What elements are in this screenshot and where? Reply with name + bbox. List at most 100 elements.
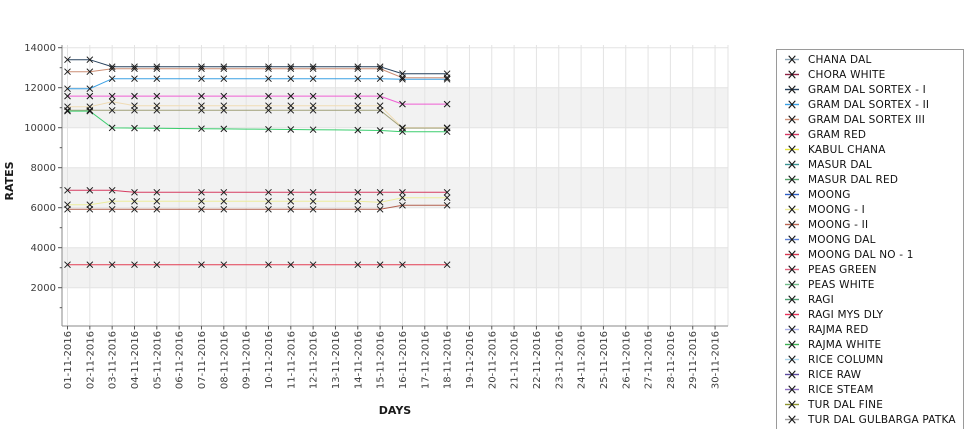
legend-item: GRAM RED	[777, 127, 963, 142]
series-marker-icon	[785, 220, 799, 229]
legend-item-label: MASUR DAL	[808, 158, 872, 171]
legend-item: MASUR DAL RED	[777, 172, 963, 187]
legend-item-label: RICE RAW	[808, 368, 862, 381]
legend-item: GRAM DAL SORTEX - I	[777, 82, 963, 97]
svg-text:30-11-2016: 30-11-2016	[711, 331, 722, 389]
series-lines	[67, 59, 448, 266]
series-marker-icon	[785, 415, 799, 424]
legend-item: CHORA WHITE	[777, 67, 963, 82]
series-line-navy	[67, 59, 448, 75]
legend-item: KABUL CHANA	[777, 142, 963, 157]
svg-text:18-11-2016: 18-11-2016	[443, 331, 454, 389]
svg-text:24-11-2016: 24-11-2016	[577, 331, 588, 389]
legend-item: MOONG DAL	[777, 232, 963, 247]
svg-text:17-11-2016: 17-11-2016	[420, 331, 431, 389]
legend-item: GRAM DAL SORTEX - II	[777, 97, 963, 112]
series-marker-icon	[785, 160, 799, 169]
svg-text:25-11-2016: 25-11-2016	[599, 331, 610, 389]
legend-item-label: PEAS WHITE	[808, 278, 875, 291]
series-marker-icon	[785, 235, 799, 244]
legend-item: MOONG DAL NO - 1	[777, 247, 963, 262]
legend: CHANA DAL CHORA WHITE GRAM DAL SORTEX - I G…	[776, 49, 964, 429]
series-marker-icon	[785, 265, 799, 274]
svg-text:12000: 12000	[24, 83, 56, 94]
series-line-wheat	[67, 101, 448, 129]
legend-item-label: TUR DAL GULBARGA PATKA	[808, 413, 956, 426]
series-marker-icon	[785, 310, 799, 319]
svg-text:2000: 2000	[31, 283, 56, 294]
svg-text:03-11-2016: 03-11-2016	[108, 331, 119, 389]
legend-item-label: MOONG - I	[808, 203, 865, 216]
chart-plot: 2000 4000 6000 8000 10000 12000 14000 01-11-201…	[3, 43, 729, 417]
legend-item: MOONG	[777, 187, 963, 202]
svg-text:12-11-2016: 12-11-2016	[309, 331, 320, 389]
legend-item-label: GRAM RED	[808, 128, 867, 141]
series-marker-icon	[785, 400, 799, 409]
svg-text:14-11-2016: 14-11-2016	[353, 331, 364, 389]
legend-item-label: RAGI MYS DLY	[808, 308, 884, 321]
legend-item: TUR DAL FINE	[777, 397, 963, 412]
series-marker-icon	[785, 55, 799, 64]
svg-text:23-11-2016: 23-11-2016	[554, 331, 565, 389]
legend-item: RICE RAW	[777, 367, 963, 382]
series-line-green	[67, 110, 448, 133]
svg-text:01-11-2016: 01-11-2016	[63, 331, 74, 389]
series-line-khaki-gray	[67, 109, 448, 129]
legend-item: RAJMA RED	[777, 322, 963, 337]
series-marker-icon	[785, 130, 799, 139]
svg-text:13-11-2016: 13-11-2016	[331, 331, 342, 389]
svg-text:27-11-2016: 27-11-2016	[644, 331, 655, 389]
legend-item-label: GRAM DAL SORTEX - I	[808, 83, 926, 96]
svg-text:21-11-2016: 21-11-2016	[510, 331, 521, 389]
series-marker-icon	[785, 70, 799, 79]
svg-text:06-11-2016: 06-11-2016	[175, 331, 186, 389]
axis-ticks	[58, 47, 716, 330]
legend-item-label: MOONG	[808, 188, 851, 201]
legend-item-label: MOONG - II	[808, 218, 869, 231]
series-marker-icon	[785, 115, 799, 124]
legend-item: RAGI MYS DLY	[777, 307, 963, 322]
series-marker-icon	[785, 175, 799, 184]
axes-spines	[61, 45, 728, 327]
legend-item-label: MOONG DAL	[808, 233, 876, 246]
series-marker-icon	[785, 85, 799, 94]
svg-text:15-11-2016: 15-11-2016	[376, 331, 387, 389]
plot-bands	[62, 87, 728, 288]
series-marker-icon	[785, 250, 799, 259]
svg-text:29-11-2016: 29-11-2016	[688, 331, 699, 389]
svg-text:4000: 4000	[31, 243, 56, 254]
series-line-crimson	[67, 189, 448, 193]
legend-item-label: RICE COLUMN	[808, 353, 884, 366]
series-marker-icon	[785, 355, 799, 364]
legend-item-label: MASUR DAL RED	[808, 173, 899, 186]
svg-text:19-11-2016: 19-11-2016	[465, 331, 476, 389]
svg-text:6000: 6000	[31, 203, 56, 214]
svg-text:10000: 10000	[24, 123, 56, 134]
legend-item-label: CHORA WHITE	[808, 68, 886, 81]
series-marker-icon	[785, 325, 799, 334]
legend-item-label: GRAM DAL SORTEX III	[808, 113, 925, 126]
svg-text:09-11-2016: 09-11-2016	[242, 331, 253, 389]
legend-item-label: GRAM DAL SORTEX - II	[808, 98, 930, 111]
svg-text:16-11-2016: 16-11-2016	[398, 331, 409, 389]
legend-item: RAGI	[777, 292, 963, 307]
gridlines	[62, 45, 729, 326]
legend-item: PEAS GREEN	[777, 262, 963, 277]
series-markers	[64, 56, 451, 269]
svg-text:22-11-2016: 22-11-2016	[532, 331, 543, 389]
legend-item-label: RAJMA WHITE	[808, 338, 882, 351]
series-marker-icon	[785, 295, 799, 304]
legend-item: PEAS WHITE	[777, 277, 963, 292]
series-line-magenta	[67, 95, 448, 105]
series-marker-icon	[785, 280, 799, 289]
legend-item: GRAM DAL SORTEX III	[777, 112, 963, 127]
legend-item: MASUR DAL	[777, 157, 963, 172]
legend-item-label: MOONG DAL NO - 1	[808, 248, 914, 261]
svg-text:07-11-2016: 07-11-2016	[197, 331, 208, 389]
series-line-tan	[67, 68, 448, 79]
series-line-pale-yellow	[67, 197, 448, 206]
svg-text:05-11-2016: 05-11-2016	[152, 331, 163, 389]
legend-item-label: TUR DAL FINE	[808, 398, 884, 411]
legend-item: CHANA DAL	[777, 52, 963, 67]
